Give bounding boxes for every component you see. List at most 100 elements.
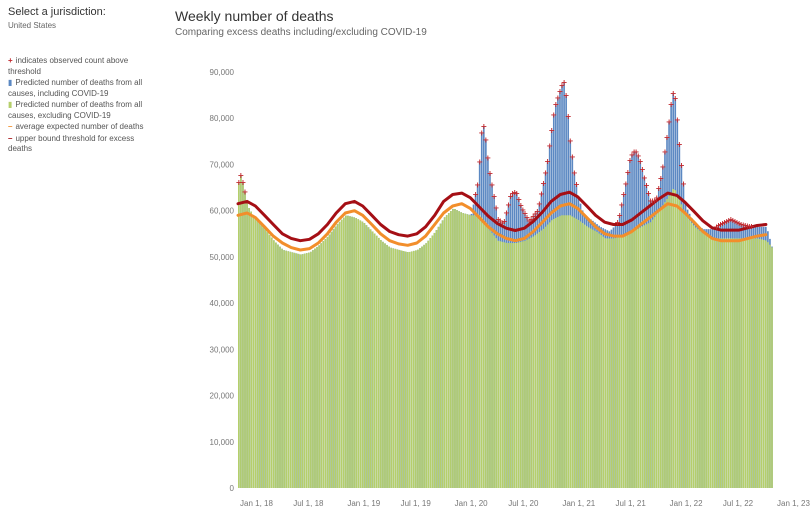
bar-excluding [458, 211, 460, 488]
bar-excluding [480, 217, 483, 488]
bar-excluding [633, 230, 635, 488]
bar-excluding [462, 213, 465, 489]
bar-excluding [320, 243, 322, 488]
excess-marker: + [653, 194, 660, 203]
excess-marker: + [633, 147, 640, 156]
bar-excluding [571, 216, 574, 488]
bar-excluding [585, 226, 588, 489]
bar-excluding [355, 218, 357, 488]
bar-excluding [497, 240, 500, 488]
bar-excluding [760, 239, 763, 488]
bar-excluding [765, 240, 767, 488]
legend-item-excluding: ▮ Predicted number of deaths from all cau… [8, 100, 158, 121]
bar-excluding [657, 211, 660, 488]
bar-excluding [347, 215, 349, 488]
bar-excluding [754, 238, 757, 488]
y-tick-label: 0 [230, 484, 235, 493]
bar-excluding [680, 204, 683, 488]
bar-excluding [268, 234, 271, 488]
bar-excluding [264, 229, 267, 488]
excess-marker: + [491, 192, 498, 201]
bar-excluding [415, 250, 417, 488]
bar-excluding [499, 241, 502, 488]
excess-markers: ++++ ++++++++++++++++++++++++++++++++++++… [235, 78, 754, 231]
bar-excluding [641, 226, 644, 488]
excess-marker: + [732, 217, 739, 226]
bar-excluding [289, 251, 292, 488]
bar-excluding [361, 221, 364, 489]
excess-marker: + [620, 190, 627, 199]
legend-swatch: + [8, 56, 13, 65]
excess-marker: + [522, 209, 529, 218]
bar-excluding [740, 238, 742, 488]
bar-excluding [697, 229, 699, 488]
jurisdiction-select[interactable]: United States [8, 21, 57, 30]
bar-excluding [382, 241, 384, 488]
bar-excluding [631, 231, 633, 488]
excess-marker: + [532, 210, 539, 219]
excess-marker: + [509, 189, 516, 198]
excess-marker: + [730, 216, 737, 225]
x-tick-label: Jan 1, 21 [562, 499, 595, 508]
bar-excluding [616, 237, 619, 488]
excess-marker: + [666, 118, 673, 127]
bar-excluding [557, 216, 559, 489]
excess-marker: + [744, 221, 751, 230]
bar-excluding [345, 215, 347, 488]
bar-excluding [456, 210, 458, 488]
legend-swatch: ▮ [8, 100, 13, 109]
excess-marker: + [643, 181, 650, 190]
bar-excluding [283, 250, 285, 488]
excess-marker: + [495, 215, 502, 224]
bar-excluding [625, 234, 627, 488]
bar-excluding [684, 214, 687, 488]
excess-marker: + [631, 147, 638, 156]
bar-excluding [277, 244, 279, 488]
bar-excluding [635, 229, 637, 488]
bar-excluding [622, 235, 625, 488]
excess-marker: + [536, 200, 543, 209]
bar-excluding [758, 238, 761, 488]
chart-title: Weekly number of deaths [175, 8, 334, 24]
bar-excluding [645, 224, 648, 488]
y-tick-label: 40,000 [210, 299, 235, 308]
x-tick-label: Jul 1, 22 [723, 499, 754, 508]
excess-marker: + [618, 201, 625, 210]
bar-excluding [417, 249, 419, 488]
legend-swatch: – [8, 122, 13, 131]
excess-marker: + [480, 122, 487, 131]
legend-label: upper bound threshold for excess deaths [8, 133, 135, 154]
bar-excluding [246, 201, 248, 489]
chart-subtitle: Comparing excess deaths including/exclud… [175, 27, 427, 38]
bar-excluding [256, 221, 259, 488]
excess-marker: + [664, 133, 671, 142]
bar-excluding [342, 217, 345, 488]
bar-excluding [295, 253, 298, 488]
legend-label: average expected number of deaths [15, 122, 144, 131]
bar-excluding [703, 233, 705, 488]
bar-excluding [674, 190, 677, 488]
bar-excluding [314, 248, 316, 488]
bar-excluding [639, 227, 642, 488]
bar-excluding [569, 215, 572, 489]
bar-excluding [592, 229, 594, 488]
bar-excluding [402, 250, 405, 488]
bar-excluding [752, 238, 755, 488]
bar-excluding [767, 242, 769, 488]
x-tick-label: Jul 1, 18 [293, 499, 324, 508]
bar-excluding [604, 238, 607, 488]
bar-excluding [419, 248, 421, 488]
bar-excluding [719, 238, 722, 488]
bar-excluding [340, 219, 343, 488]
bar-excluding [664, 202, 666, 489]
bar-excluding [240, 176, 242, 488]
bar-excluding [248, 208, 250, 488]
excess-marker: + [517, 201, 524, 210]
excess-marker: + [503, 209, 510, 218]
bar-excluding [542, 228, 545, 488]
bar-excluding [425, 243, 427, 488]
bar-excluding [678, 199, 681, 488]
excess-marker: + [569, 153, 576, 162]
bar-excluding [532, 236, 535, 488]
